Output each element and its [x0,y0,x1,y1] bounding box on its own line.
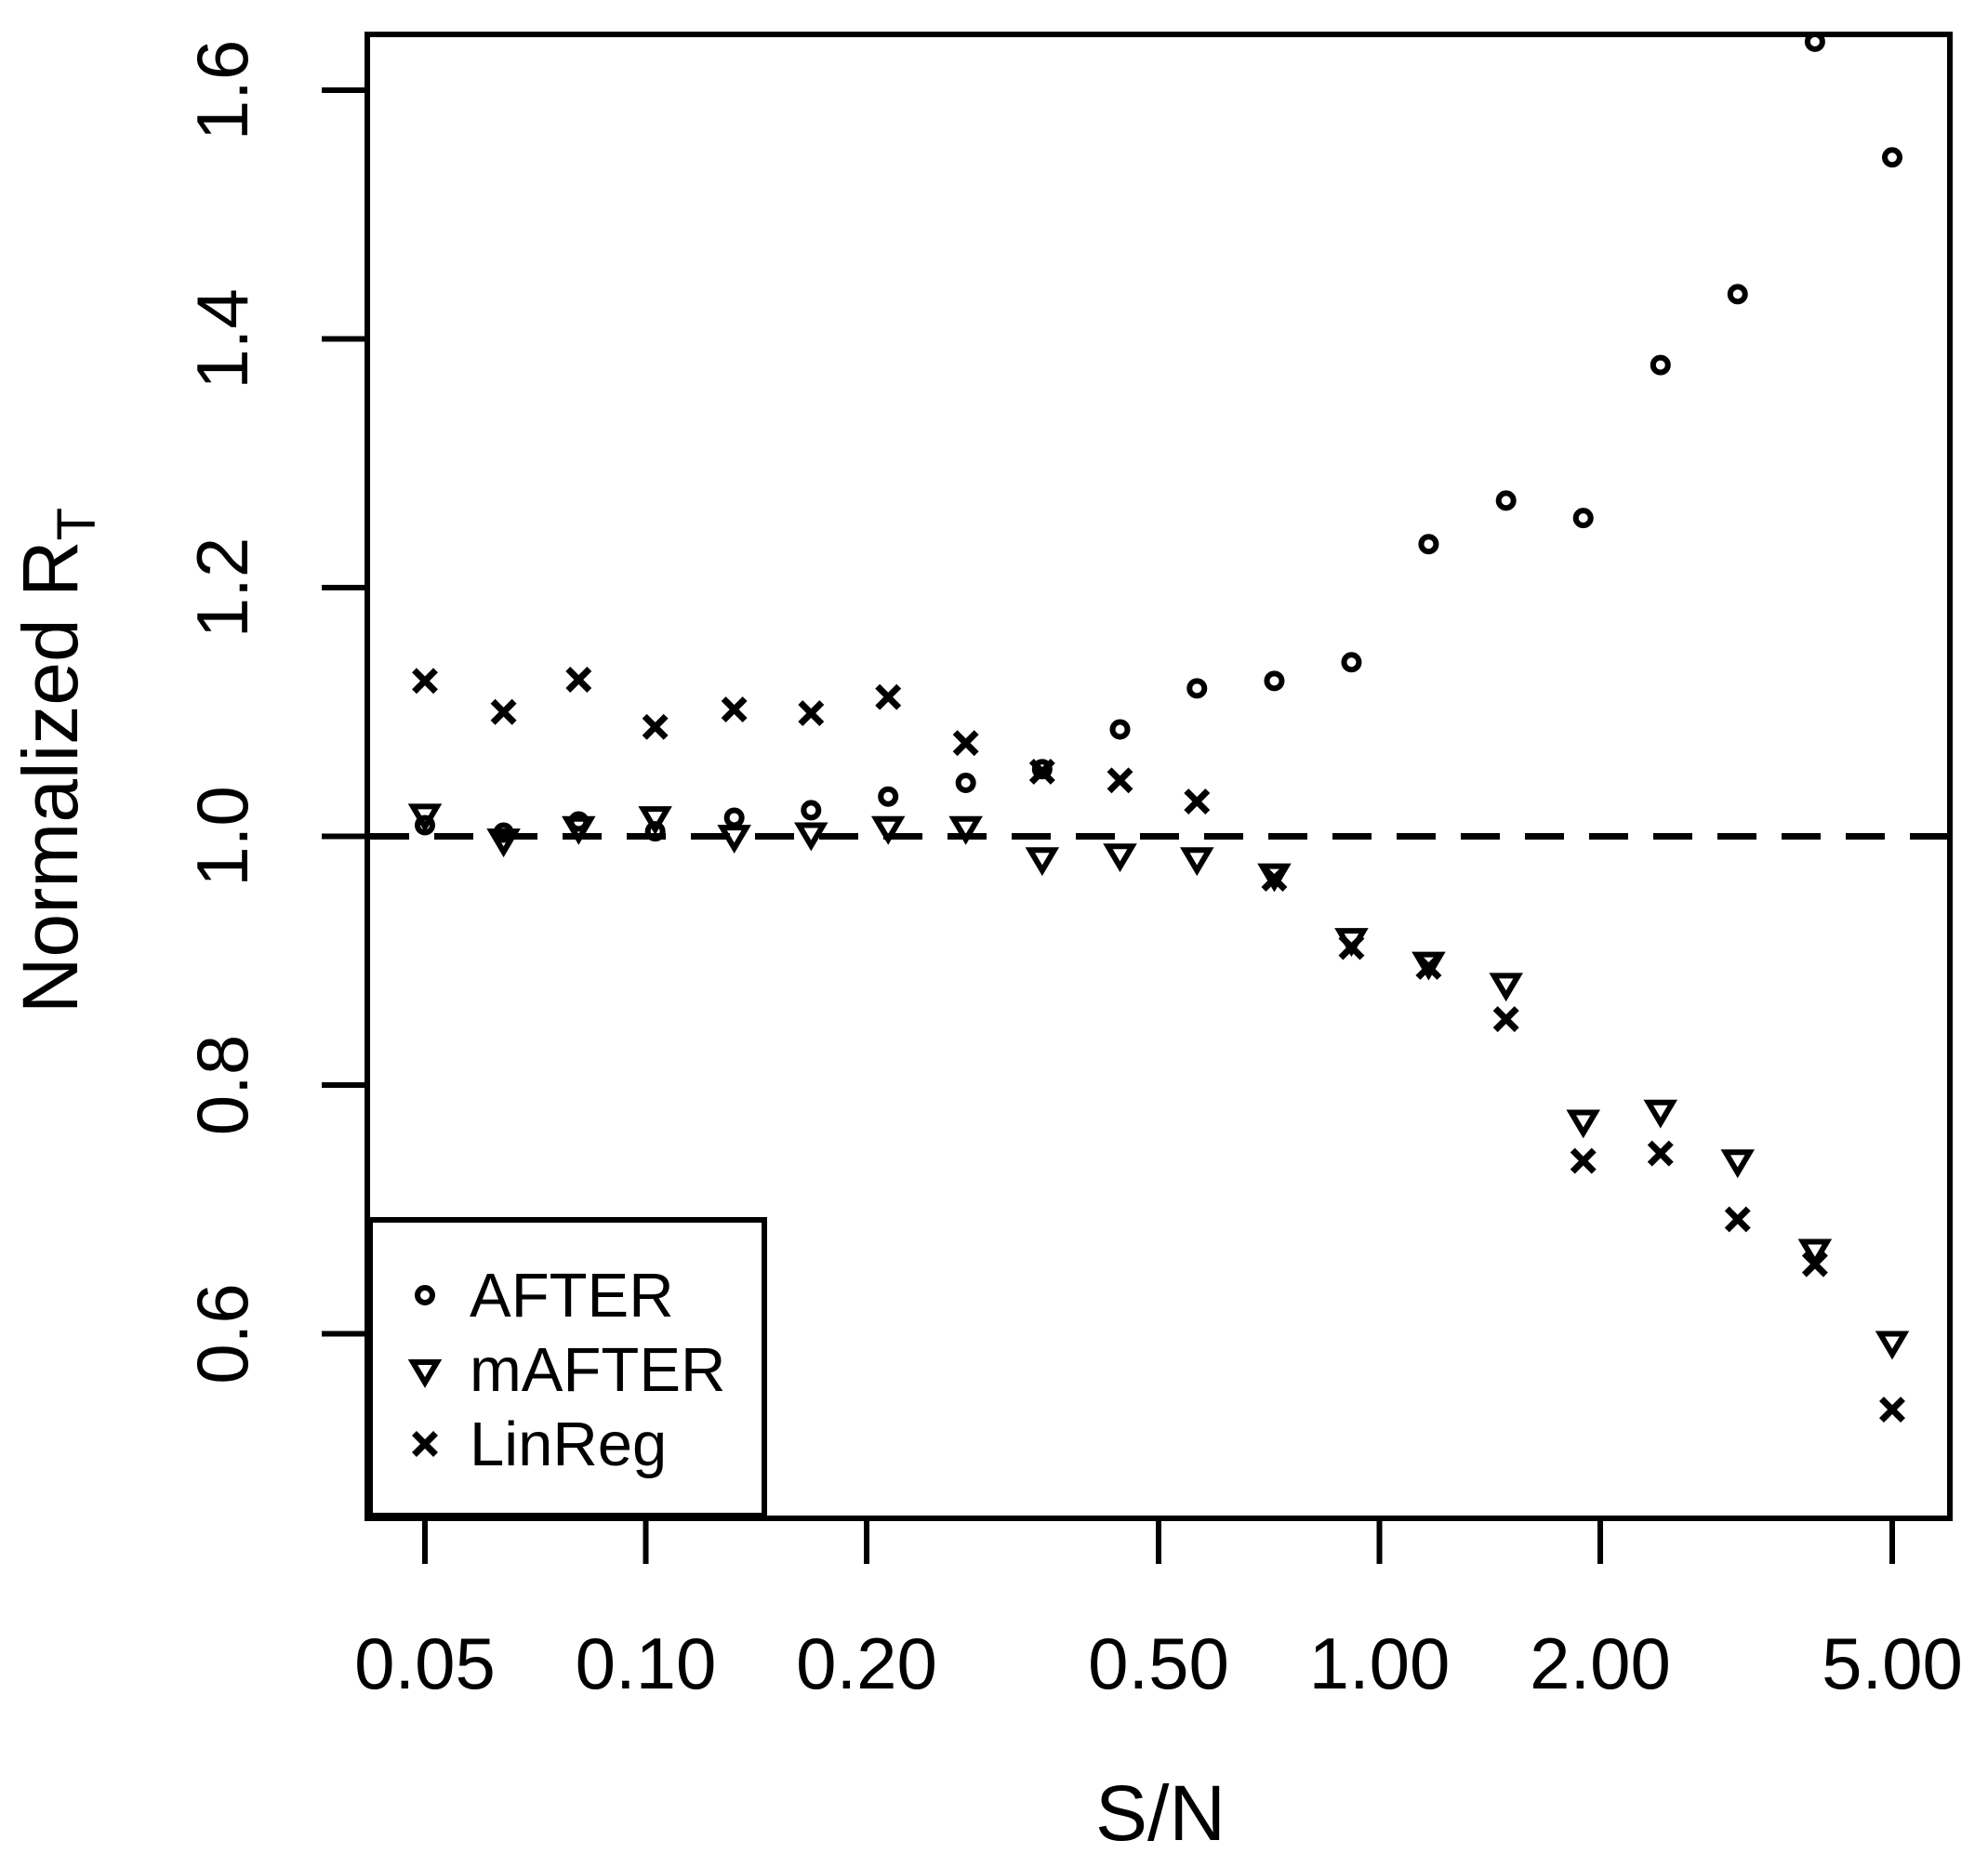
linreg-point [1647,1140,1674,1167]
linreg-point [798,700,825,727]
linreg-point [875,683,902,710]
linreg-point [1107,767,1133,794]
x-axis-tick-label: 0.20 [796,1622,937,1704]
mafter-point [1643,1099,1678,1129]
linreg-point [1724,1206,1751,1233]
mafter-point [1103,843,1137,873]
y-axis-tick-label: 1.6 [181,40,263,140]
x-axis-tick-label: 2.00 [1530,1622,1671,1704]
linreg-point [1879,1397,1905,1423]
linreg-point [1184,788,1211,815]
legend-label-mafter: mAFTER [470,1334,726,1405]
mafter-point [948,815,983,845]
mafter-point [1720,1149,1756,1179]
legend-label-linreg: LinReg [470,1409,668,1479]
mafter-point [870,815,906,845]
after-point [1572,508,1594,529]
x-axis-tick-label: 0.50 [1088,1622,1229,1704]
x-axis-title: S/N [1094,1769,1226,1857]
after-point [723,807,745,828]
y-axis-tick-label: 1.4 [181,288,263,389]
y-axis-title-subscript: T [46,507,107,541]
linreg-point [1338,934,1365,960]
after-point [644,821,666,842]
after-point [415,814,435,836]
mafter-point [1489,973,1523,1002]
legend-item-mafter: mAFTER [373,1332,762,1407]
mafter-point [562,815,596,845]
linreg-point [1261,866,1288,892]
mafter-point [1180,847,1214,877]
mafter-point [717,825,751,854]
mafter-point [1875,1331,1910,1360]
legend-label-after: AFTER [470,1260,674,1331]
y-axis-title-text: Normalized R [7,540,94,1014]
mafter-point [794,822,828,852]
linreg-point [565,667,592,693]
x-axis-tick-label: 0.10 [576,1622,717,1704]
y-axis-tick-label: 0.6 [181,1283,263,1384]
y-axis-title: Normalized RT [7,507,107,1013]
after-point [801,800,822,821]
circle-marker-icon [415,1285,435,1305]
mafter-point [486,828,521,858]
linreg-point [721,696,748,723]
mafter-point [407,803,443,833]
after-point [1495,490,1517,511]
linreg-point [952,730,979,757]
after-point [955,772,976,793]
mafter-point [1797,1238,1833,1268]
plot-box-border [364,32,1953,1521]
linreg-point [1801,1251,1828,1278]
linreg-point [642,713,669,740]
after-point [1418,534,1439,555]
legend: AFTER mAFTER LinReg [367,1217,767,1518]
mafter-point [638,806,672,835]
after-point [1727,284,1748,305]
linreg-point [1028,758,1055,785]
triangle-down-marker-icon [407,1359,443,1388]
after-point [1186,678,1208,699]
linreg-point [1492,1006,1519,1033]
y-axis-tick-label: 1.0 [181,786,263,886]
after-point [1109,719,1131,740]
mafter-point [1025,847,1060,877]
after-point [878,786,899,807]
after-point [1341,652,1362,673]
y-axis-tick-label: 0.8 [181,1035,263,1135]
after-point [1804,31,1825,52]
after-point [1264,670,1285,692]
linreg-point [490,698,517,725]
linreg-point [412,668,438,695]
legend-item-linreg: LinReg [373,1407,762,1481]
x-axis-tick-label: 1.00 [1309,1622,1451,1704]
y-axis-tick-label: 1.2 [181,537,263,638]
linreg-point [1415,953,1442,980]
after-point [1650,354,1671,376]
x-axis-tick-label: 0.05 [354,1622,496,1704]
legend-item-after: AFTER [373,1258,762,1332]
x-marker-icon [412,1431,438,1457]
after-point [1882,147,1902,168]
after-point [1031,759,1053,780]
mafter-point [1566,1109,1600,1139]
x-axis-tick-label: 5.00 [1822,1622,1963,1704]
linreg-point [1570,1147,1597,1174]
